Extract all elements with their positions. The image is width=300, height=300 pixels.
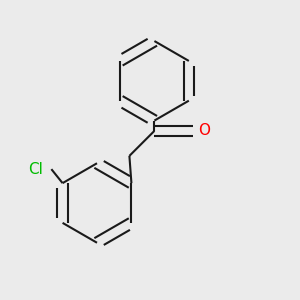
Text: O: O	[198, 123, 210, 138]
Text: Cl: Cl	[28, 162, 43, 177]
